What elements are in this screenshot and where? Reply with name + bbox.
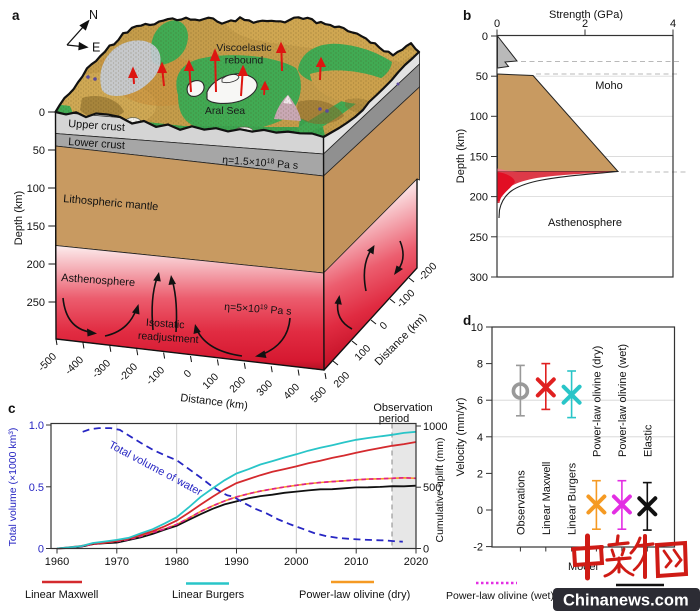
svg-text:0: 0 (477, 505, 483, 517)
svg-text:1000: 1000 (423, 421, 447, 433)
svg-text:Elastic: Elastic (642, 424, 654, 457)
svg-text:250: 250 (470, 232, 488, 244)
svg-text:2000: 2000 (284, 556, 308, 568)
svg-text:0: 0 (423, 544, 429, 556)
svg-text:1990: 1990 (224, 556, 248, 568)
svg-text:Asthenosphere: Asthenosphere (548, 217, 622, 229)
svg-text:-200: -200 (117, 361, 140, 384)
svg-text:Cumulative uplift (mm): Cumulative uplift (mm) (434, 437, 446, 542)
svg-text:Power-law olivine (dry): Power-law olivine (dry) (299, 589, 410, 601)
svg-text:Total volume (×1000 km³): Total volume (×1000 km³) (7, 428, 19, 547)
svg-text:1970: 1970 (105, 556, 129, 568)
svg-text:100: 100 (470, 111, 488, 123)
svg-text:Viscoelastic: Viscoelastic (216, 42, 271, 54)
svg-text:300: 300 (470, 272, 488, 284)
svg-text:200: 200 (470, 192, 488, 204)
svg-text:10: 10 (471, 322, 483, 334)
svg-text:readjustment: readjustment (138, 330, 199, 346)
svg-text:Linear Maxwell: Linear Maxwell (541, 462, 553, 535)
svg-text:Power-law olivine (dry): Power-law olivine (dry) (591, 346, 603, 457)
svg-text:0: 0 (182, 368, 195, 381)
svg-text:0: 0 (38, 544, 44, 556)
svg-text:50: 50 (476, 71, 488, 83)
svg-text:period: period (379, 413, 410, 425)
svg-text:8: 8 (477, 359, 483, 371)
svg-text:Velocity (mm/yr): Velocity (mm/yr) (455, 398, 467, 477)
svg-text:Observations: Observations (515, 470, 527, 535)
svg-text:Observation: Observation (373, 402, 432, 414)
svg-text:50: 50 (33, 145, 45, 157)
svg-text:Depth (km): Depth (km) (455, 129, 467, 183)
svg-text:2: 2 (582, 18, 588, 30)
svg-text:a: a (12, 8, 20, 23)
svg-text:100: 100 (27, 183, 45, 195)
svg-text:4: 4 (670, 18, 676, 30)
svg-text:d: d (463, 313, 471, 328)
svg-text:400: 400 (281, 381, 302, 402)
svg-text:150: 150 (27, 221, 45, 233)
svg-text:4: 4 (477, 432, 483, 444)
svg-text:500: 500 (423, 482, 441, 494)
svg-text:η=5×1019 Pa s: η=5×1019 Pa s (224, 301, 292, 318)
svg-text:Linear Burgers: Linear Burgers (567, 462, 579, 535)
svg-text:Asthenosphere: Asthenosphere (61, 272, 136, 289)
svg-text:0: 0 (378, 319, 391, 332)
svg-text:E: E (92, 41, 100, 55)
svg-text:150: 150 (470, 152, 488, 164)
svg-text:rebound: rebound (225, 55, 264, 67)
svg-text:Lower crust: Lower crust (68, 136, 126, 152)
svg-text:0: 0 (482, 31, 488, 43)
svg-text:-500: -500 (36, 351, 59, 374)
svg-text:0: 0 (494, 18, 500, 30)
svg-text:250: 250 (27, 297, 45, 309)
svg-text:Power-law olivine (wet): Power-law olivine (wet) (617, 344, 629, 457)
svg-text:200: 200 (27, 259, 45, 271)
svg-text:6: 6 (477, 395, 483, 407)
svg-text:-100: -100 (144, 364, 167, 387)
svg-text:-400: -400 (63, 354, 86, 377)
svg-text:300: 300 (254, 378, 275, 399)
svg-text:-100: -100 (394, 287, 417, 310)
svg-text:-2: -2 (473, 542, 483, 554)
svg-text:c: c (8, 401, 16, 416)
svg-text:2020: 2020 (404, 556, 428, 568)
svg-text:-200: -200 (416, 260, 439, 283)
svg-text:1980: 1980 (164, 556, 188, 568)
svg-text:100: 100 (200, 371, 221, 392)
svg-text:Isostatic: Isostatic (146, 317, 185, 332)
svg-text:Power-law olivine (wet): Power-law olivine (wet) (446, 590, 554, 602)
svg-text:-300: -300 (90, 357, 113, 380)
svg-text:2: 2 (477, 468, 483, 480)
svg-text:1960: 1960 (45, 556, 69, 568)
svg-text:200: 200 (331, 369, 352, 390)
svg-text:0: 0 (39, 107, 45, 119)
svg-text:Strength (GPa): Strength (GPa) (549, 9, 623, 21)
svg-text:Linear Burgers: Linear Burgers (172, 589, 245, 601)
svg-text:Depth (km): Depth (km) (13, 191, 25, 245)
svg-text:Aral Sea: Aral Sea (205, 105, 245, 117)
svg-text:η=1.5×1018 Pa s: η=1.5×1018 Pa s (222, 154, 299, 172)
svg-text:1.0: 1.0 (29, 420, 44, 432)
svg-text:Upper crust: Upper crust (68, 118, 126, 134)
svg-text:100: 100 (352, 342, 373, 363)
svg-text:Linear Maxwell: Linear Maxwell (25, 589, 98, 601)
svg-text:200: 200 (227, 374, 248, 395)
svg-text:N: N (89, 8, 98, 22)
svg-text:500: 500 (308, 385, 329, 406)
svg-text:Distance (km): Distance (km) (180, 392, 249, 412)
svg-text:0.5: 0.5 (29, 482, 44, 494)
svg-text:Chinanews.com: Chinanews.com (563, 592, 689, 610)
svg-text:b: b (463, 8, 471, 23)
svg-text:Moho: Moho (595, 80, 623, 92)
svg-text:2010: 2010 (344, 556, 368, 568)
